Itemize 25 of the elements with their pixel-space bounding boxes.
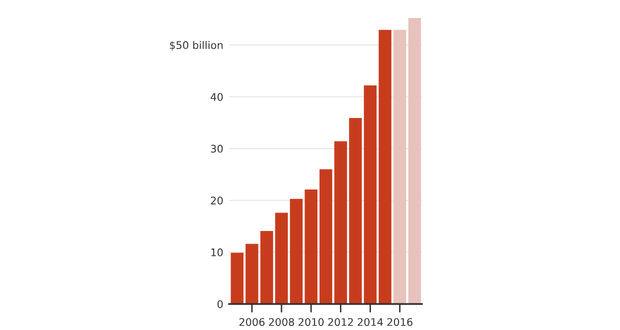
y-tick-label: 0 bbox=[218, 300, 223, 308]
y-tick-label: 40 bbox=[210, 92, 223, 101]
bar bbox=[230, 252, 244, 304]
x-tick-label: 2012 bbox=[328, 318, 353, 326]
x-tick-label: 2016 bbox=[387, 318, 412, 326]
bar bbox=[304, 189, 318, 304]
bar bbox=[246, 244, 258, 304]
y-tick-label: 30 bbox=[210, 144, 223, 153]
y-tick-label: 20 bbox=[210, 196, 223, 204]
bar bbox=[349, 118, 362, 304]
y-tick-label: $50 billion bbox=[170, 40, 223, 50]
x-tick-label: 2010 bbox=[298, 318, 324, 326]
x-tick-label: 2014 bbox=[358, 318, 383, 326]
bar bbox=[408, 18, 421, 304]
bar bbox=[393, 30, 406, 304]
bar bbox=[320, 169, 332, 304]
bar bbox=[260, 230, 274, 304]
y-tick-label: 10 bbox=[211, 248, 223, 256]
bar bbox=[378, 30, 392, 304]
x-tick-label: 2006 bbox=[239, 318, 265, 326]
bar bbox=[334, 141, 348, 304]
x-tick-label: 2008 bbox=[269, 318, 294, 326]
bar bbox=[275, 212, 288, 304]
bar bbox=[290, 198, 303, 304]
bar bbox=[364, 85, 377, 304]
